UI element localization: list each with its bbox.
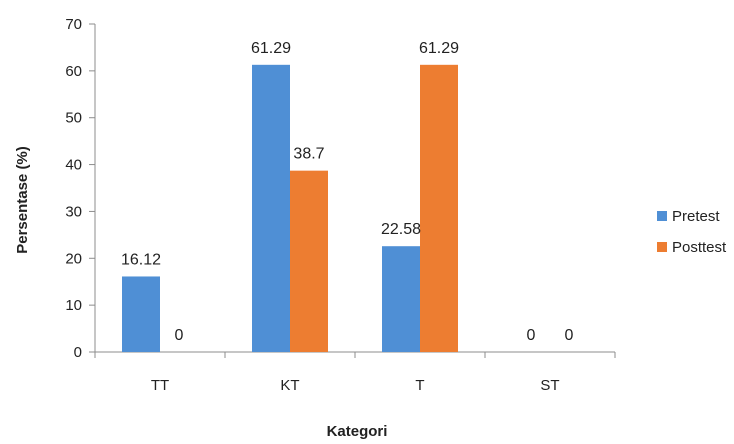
x-tick-label: T (415, 377, 424, 394)
data-label: 22.58 (381, 221, 421, 238)
x-axis-title: Kategori (327, 423, 388, 439)
legend-label-pretest: Pretest (672, 208, 720, 225)
legend-swatch-posttest (657, 242, 667, 252)
data-label: 0 (565, 327, 574, 344)
x-tick-label: KT (280, 377, 299, 394)
x-axis: TT KT T ST (94, 351, 616, 394)
bar-pretest-t (382, 246, 420, 352)
y-tick-label: 10 (65, 297, 82, 314)
data-label: 16.12 (121, 251, 161, 268)
y-tick-label: 60 (65, 63, 82, 80)
legend: Pretest Posttest (657, 208, 727, 256)
data-label: 38.7 (293, 146, 324, 163)
y-tick-label: 30 (65, 203, 82, 220)
bar-posttest-kt (290, 170, 328, 352)
y-tick-label: 20 (65, 250, 82, 267)
y-tick-label: 50 (65, 110, 82, 127)
bars (122, 64, 458, 353)
data-label: 61.29 (251, 40, 291, 57)
y-axis-title: Persentase (%) (14, 146, 31, 254)
data-labels: 16.12 61.29 22.58 0 0 38.7 61.29 0 (121, 40, 574, 344)
y-tick-label: 40 (65, 157, 82, 174)
bar-posttest-t (420, 64, 458, 353)
legend-swatch-pretest (657, 211, 667, 221)
x-tick-label: TT (151, 377, 169, 394)
y-tick-label: 0 (74, 344, 82, 361)
data-label: 0 (175, 327, 184, 344)
legend-label-posttest: Posttest (672, 239, 727, 256)
y-axis: 0 10 20 30 40 50 60 70 (65, 16, 96, 361)
bar-pretest-kt (252, 64, 290, 353)
data-label: 61.29 (419, 40, 459, 57)
x-tick-label: ST (540, 377, 559, 394)
bar-pretest-tt (122, 276, 160, 352)
y-tick-label: 70 (65, 16, 82, 33)
data-label: 0 (527, 327, 536, 344)
